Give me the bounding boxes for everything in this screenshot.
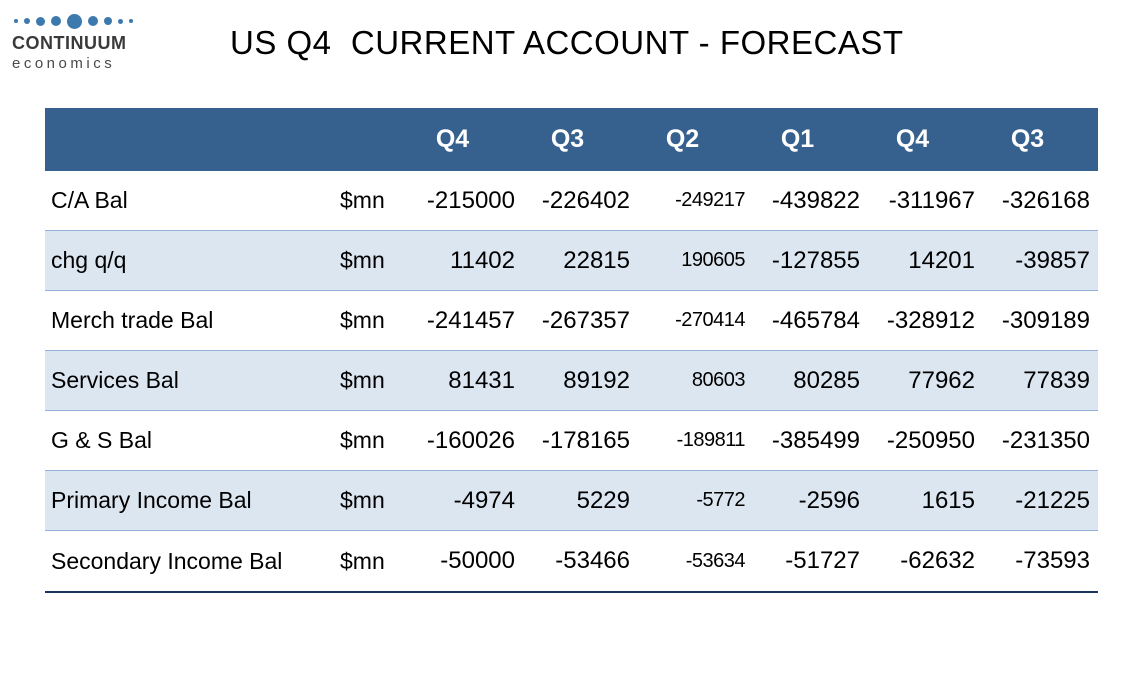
row-unit-cell: $mn	[340, 187, 385, 213]
value-cell: -21225	[1015, 486, 1090, 514]
header-quarter: Q3	[550, 125, 585, 153]
value-cell: -270414	[675, 309, 745, 331]
value-cell: -189811	[676, 429, 746, 451]
value-cell: -241457	[426, 306, 515, 334]
logo-dot-icon	[129, 19, 133, 23]
value-cell: -50000	[440, 547, 515, 574]
header-quarter: Q4	[435, 125, 470, 153]
row-label-cell: Secondary Income Bal	[51, 547, 283, 574]
value-cell: 14201	[908, 246, 975, 274]
logo-dots-icon	[12, 12, 162, 30]
row-label-cell: C/A Bal	[51, 187, 128, 213]
logo-dot-icon	[104, 17, 112, 25]
logo-dot-icon	[51, 16, 61, 26]
value-cell: -127855	[771, 246, 860, 274]
table-row: chg q/q $mn 11402 22815 190605 -127855 1…	[45, 231, 1098, 291]
row-unit-cell: $mn	[340, 427, 385, 453]
value-cell: -4974	[453, 486, 515, 514]
value-cell: -385499	[771, 426, 860, 454]
row-unit-cell: $mn	[340, 547, 385, 574]
logo-subtitle: economics	[12, 55, 116, 72]
value-cell: 22815	[563, 246, 630, 274]
row-label-cell: chg q/q	[51, 247, 127, 273]
value-cell: -51727	[785, 547, 860, 574]
value-cell: -249217	[675, 189, 745, 211]
value-cell: -311967	[888, 186, 975, 214]
logo-dot-icon	[67, 13, 82, 29]
value-cell: -2596	[798, 486, 860, 514]
value-cell: 80603	[691, 369, 746, 391]
value-cell: 77839	[1023, 366, 1090, 394]
page-header: CONTINUUM economics US Q4 CURRENT ACCOUN…	[0, 0, 1134, 96]
value-cell: -39857	[1015, 246, 1090, 274]
value-cell: -439822	[771, 186, 860, 214]
row-label-cell: G & S Bal	[51, 427, 152, 453]
value-cell: 80285	[793, 366, 860, 394]
logo-dot-icon	[88, 16, 98, 26]
logo-dot-icon	[14, 19, 18, 23]
value-cell: -231350	[1001, 426, 1090, 454]
header-quarter: Q1	[780, 125, 815, 153]
value-cell: -178165	[541, 426, 630, 454]
value-cell: -226402	[541, 186, 630, 214]
value-cell: -53634	[685, 549, 746, 572]
value-cell: 1615	[921, 486, 975, 514]
value-cell: 81431	[448, 366, 515, 394]
logo-wordmark: CONTINUUM	[12, 33, 127, 53]
value-cell: 89192	[563, 366, 630, 394]
value-cell: 77962	[908, 366, 975, 394]
value-cell: 11402	[450, 246, 515, 274]
value-cell: -328912	[886, 306, 975, 334]
header-quarter: Q2	[665, 125, 700, 153]
table-row: Services Bal $mn 81431 89192 80603 80285…	[45, 351, 1098, 411]
value-cell: -326168	[1001, 186, 1090, 214]
table-header-row: Q4 Q3 Q2 Q1 Q4 Q3	[45, 108, 1098, 171]
row-label-cell: Merch trade Bal	[51, 307, 214, 333]
value-cell: -250950	[886, 426, 975, 454]
row-unit-cell: $mn	[340, 247, 385, 273]
value-cell: -62632	[900, 547, 975, 574]
value-cell: -160026	[426, 426, 515, 454]
forecast-table: Q4 Q3 Q2 Q1 Q4 Q3 C/A Bal $mn -215000 -2…	[45, 108, 1098, 593]
row-label-cell: Services Bal	[51, 367, 179, 393]
header-quarter: Q3	[1010, 125, 1045, 153]
continuum-logo: CONTINUUM economics	[12, 12, 162, 72]
row-unit-cell: $mn	[340, 487, 385, 513]
table-body: C/A Bal $mn -215000 -226402 -249217 -439…	[45, 171, 1098, 591]
value-cell: -5772	[696, 489, 745, 511]
table-row: Merch trade Bal $mn -241457 -267357 -270…	[45, 291, 1098, 351]
page-title: US Q4 CURRENT ACCOUNT - FORECAST	[230, 24, 904, 61]
logo-dot-icon	[36, 16, 45, 26]
table-row: Secondary Income Bal $mn -50000 -53466 -…	[45, 531, 1098, 591]
table-row: G & S Bal $mn -160026 -178165 -189811 -3…	[45, 411, 1098, 471]
logo-dot-icon	[118, 18, 123, 24]
row-unit-cell: $mn	[340, 367, 385, 393]
value-cell: 5229	[576, 486, 630, 514]
logo-dot-icon	[24, 18, 30, 24]
value-cell: -465784	[771, 306, 860, 334]
value-cell: 190605	[681, 249, 745, 271]
header-quarter: Q4	[895, 125, 930, 153]
row-unit-cell: $mn	[340, 307, 385, 333]
value-cell: -215000	[426, 186, 515, 214]
value-cell: -309189	[1001, 306, 1090, 334]
value-cell: -73593	[1015, 547, 1090, 574]
table-row: Primary Income Bal $mn -4974 5229 -5772 …	[45, 471, 1098, 531]
value-cell: -53466	[555, 547, 630, 574]
row-label-cell: Primary Income Bal	[51, 487, 252, 513]
value-cell: -267357	[541, 306, 630, 334]
table-row: C/A Bal $mn -215000 -226402 -249217 -439…	[45, 171, 1098, 231]
